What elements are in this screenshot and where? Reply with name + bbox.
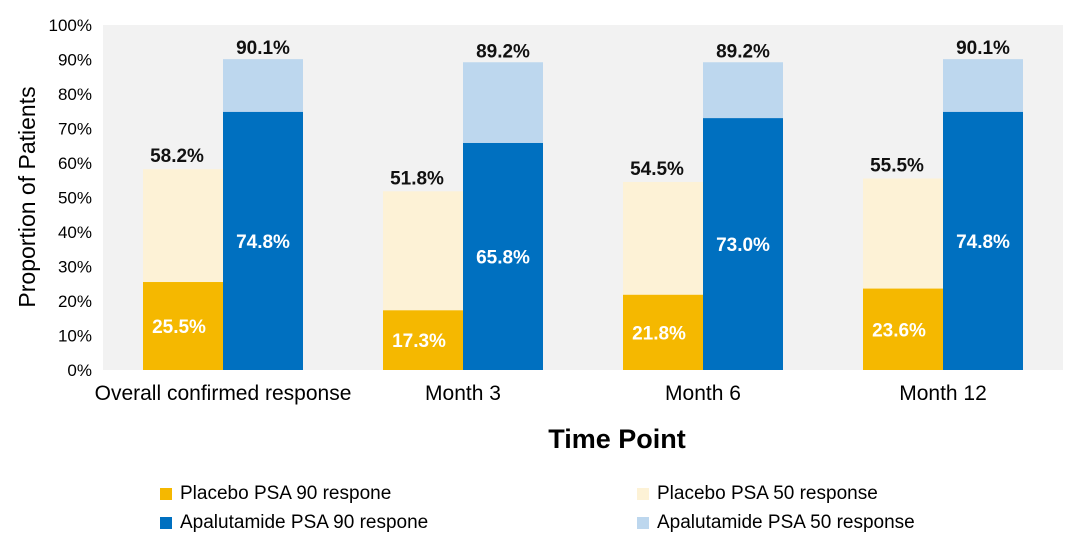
bar-apalutamide-psa90 [703, 118, 783, 371]
data-label-placebo-psa90: 21.8% [632, 323, 686, 344]
data-label-placebo-psa50: 58.2% [150, 146, 204, 167]
y-tick-label: 60% [58, 154, 92, 173]
data-label-apalutamide-psa90: 73.0% [716, 235, 770, 256]
bar-placebo-psa90 [863, 288, 943, 370]
data-label-placebo-psa50: 51.8% [390, 168, 444, 189]
data-label-apalutamide-psa50: 89.2% [476, 41, 530, 62]
y-tick-label: 50% [58, 189, 92, 208]
x-category-label: Month 12 [899, 382, 987, 405]
data-label-placebo-psa90: 25.5% [152, 317, 206, 338]
y-tick-label: 100% [49, 16, 92, 35]
bar-placebo-psa90 [623, 294, 703, 370]
y-axis-ticks: 0% 10% 20% 30% 40% 50% 60% 70% 80% 90% 100% [49, 16, 92, 380]
data-label-apalutamide-psa90: 74.8% [236, 232, 290, 253]
legend-item-placebo-psa50: Placebo PSA 50 response [637, 483, 878, 505]
y-tick-label: 30% [58, 258, 92, 277]
bars [143, 59, 1023, 371]
x-category-label: Overall confirmed response [95, 382, 352, 405]
data-label-placebo-psa90: 17.3% [392, 331, 446, 352]
y-tick-label: 10% [58, 327, 92, 346]
y-tick-label: 20% [58, 292, 92, 311]
data-label-apalutamide-psa90: 74.8% [956, 232, 1010, 253]
legend-swatch [637, 517, 649, 529]
bar-apalutamide-psa90 [943, 111, 1023, 370]
data-label-apalutamide-psa50: 90.1% [956, 38, 1010, 59]
legend-swatch [160, 488, 172, 500]
x-axis-categories: Overall confirmed response Month 3 Month 6… [95, 382, 987, 405]
legend-label: Apalutamide PSA 50 response [657, 512, 915, 533]
bar-apalutamide-psa90 [223, 111, 303, 370]
legend: Placebo PSA 90 respone Placebo PSA 50 re… [160, 483, 1040, 543]
data-label-apalutamide-psa50: 90.1% [236, 38, 290, 59]
data-label-apalutamide-psa90: 65.8% [476, 247, 530, 268]
y-tick-label: 40% [58, 223, 92, 242]
legend-item-placebo-psa90: Placebo PSA 90 respone [160, 483, 391, 505]
bar-placebo-psa90 [143, 282, 223, 370]
y-tick-label: 90% [58, 51, 92, 70]
x-category-label: Month 6 [665, 382, 741, 405]
y-tick-label: 70% [58, 120, 92, 139]
legend-swatch [160, 517, 172, 529]
y-tick-label: 0% [67, 361, 92, 380]
y-axis-label: Proportion of Patients [14, 86, 40, 307]
x-axis-label: Time Point [548, 424, 686, 454]
x-category-label: Month 3 [425, 382, 501, 405]
bar-placebo-psa90 [383, 310, 463, 370]
data-label-placebo-psa90: 23.6% [872, 320, 926, 341]
legend-swatch [637, 488, 649, 500]
data-label-placebo-psa50: 55.5% [870, 156, 924, 177]
bar-apalutamide-psa90 [463, 142, 543, 370]
data-labels: 25.5% 58.2% 74.8% 90.1% 17.3% 51.8% 65.8% 89.2%… [150, 38, 1010, 352]
legend-label: Apalutamide PSA 90 respone [180, 512, 429, 533]
legend-item-apalutamide-psa50: Apalutamide PSA 50 response [637, 512, 915, 534]
legend-label: Placebo PSA 90 respone [180, 483, 392, 504]
data-label-apalutamide-psa50: 89.2% [716, 41, 770, 62]
y-tick-label: 80% [58, 85, 92, 104]
legend-label: Placebo PSA 50 response [657, 483, 878, 504]
data-label-placebo-psa50: 54.5% [630, 159, 684, 180]
legend-item-apalutamide-psa90: Apalutamide PSA 90 respone [160, 512, 428, 534]
